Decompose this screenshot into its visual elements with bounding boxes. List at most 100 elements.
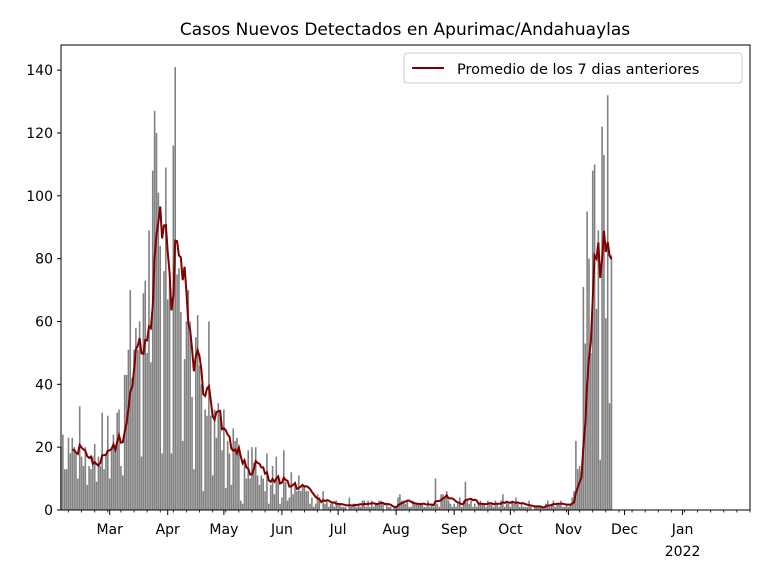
bar [206, 415, 208, 510]
bar [408, 506, 411, 510]
bar [219, 412, 221, 510]
bar [318, 497, 321, 510]
bar [580, 472, 583, 510]
bar [475, 506, 478, 510]
bar [593, 164, 596, 510]
bar [268, 503, 270, 510]
bar [161, 453, 163, 510]
bar [601, 126, 603, 510]
bar [378, 500, 381, 510]
bar [185, 321, 188, 510]
bar [453, 503, 455, 510]
bar [153, 110, 156, 510]
bar [262, 478, 264, 510]
bar [193, 469, 195, 510]
bar [509, 506, 512, 510]
bar [473, 503, 476, 510]
bar [470, 500, 472, 510]
bar [165, 167, 167, 510]
bar [385, 503, 388, 510]
bar [503, 506, 506, 510]
bar [487, 500, 489, 510]
bar [327, 506, 330, 510]
bar [393, 506, 396, 510]
bar [226, 440, 229, 510]
bar [488, 503, 491, 510]
bar [356, 506, 358, 510]
bar [118, 409, 120, 510]
bar [84, 447, 87, 510]
bar [342, 506, 345, 510]
bar [123, 374, 126, 510]
bar [588, 258, 590, 510]
bar [344, 506, 347, 510]
bar [163, 271, 165, 510]
y-axis: 0 20 40 60 80 100 120 140 [26, 63, 61, 519]
bar [204, 409, 206, 510]
bar [258, 484, 261, 510]
bar [131, 378, 133, 510]
bar [387, 506, 390, 510]
bar [468, 503, 470, 510]
x-tick-year-label: 2022 [665, 544, 701, 560]
bar [236, 437, 238, 510]
bar [251, 447, 253, 510]
x-tick-label: Mar [96, 522, 123, 538]
bar [110, 447, 113, 510]
moving-average-line [72, 206, 613, 509]
bar [309, 503, 311, 510]
bar [582, 286, 585, 510]
bar [166, 299, 169, 510]
bar [253, 462, 255, 510]
bar [526, 506, 528, 510]
bar [65, 469, 68, 510]
bar [331, 503, 334, 510]
y-tick-label: 80 [35, 252, 53, 268]
bar [208, 321, 210, 510]
bar [178, 268, 180, 510]
bar [556, 503, 558, 510]
bar [548, 506, 551, 510]
y-tick-label: 120 [26, 126, 53, 142]
bar [466, 500, 469, 510]
bar [101, 412, 103, 510]
bar [524, 506, 527, 510]
bar [438, 506, 440, 510]
bar [92, 456, 94, 510]
bar [189, 321, 191, 510]
bar [455, 506, 457, 510]
bar [299, 491, 302, 510]
bar [215, 437, 218, 510]
bar [303, 484, 306, 510]
bar [402, 500, 405, 510]
bar [329, 503, 332, 510]
bar [312, 506, 315, 510]
bar [445, 491, 448, 510]
bar [90, 469, 92, 510]
bar [558, 503, 560, 510]
bar [114, 450, 117, 510]
x-tick-label: Jan [671, 522, 694, 538]
bar [462, 500, 465, 510]
bar [284, 481, 287, 510]
bar [498, 506, 500, 510]
bar [209, 415, 212, 510]
bar [357, 503, 360, 510]
bar [195, 337, 197, 510]
bar [176, 274, 178, 510]
bar [444, 497, 446, 510]
bar [382, 503, 384, 510]
bar [93, 444, 96, 510]
bar [423, 506, 426, 510]
bar [341, 506, 343, 510]
bar [511, 500, 514, 510]
bar [305, 491, 308, 510]
bar [200, 384, 203, 510]
bar [234, 440, 236, 510]
bar [496, 503, 499, 510]
bar [490, 503, 493, 510]
bar [170, 453, 173, 510]
x-tick-label: May [209, 522, 238, 538]
bar [97, 456, 100, 510]
bar [264, 491, 266, 510]
